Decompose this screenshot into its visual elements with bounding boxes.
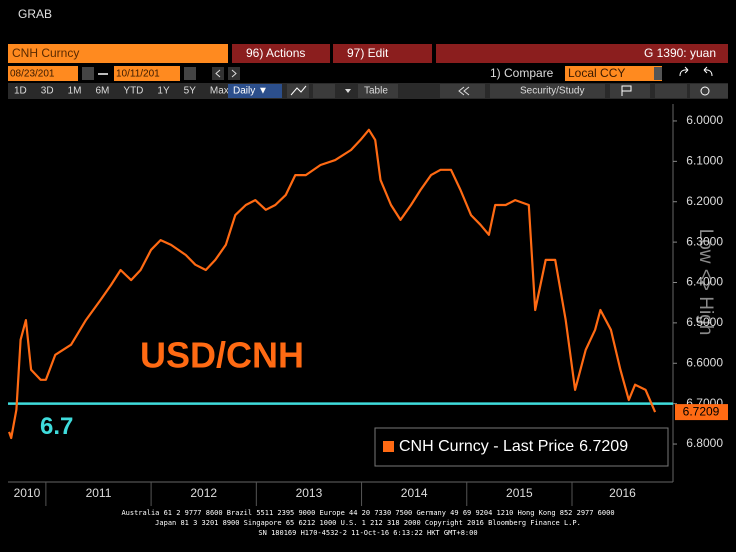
prev-button[interactable] xyxy=(212,67,224,80)
legend-label: CNH Curncy - Last Price xyxy=(399,438,574,455)
date-dash xyxy=(98,73,108,75)
edit-button[interactable] xyxy=(333,44,432,63)
price-line xyxy=(8,128,657,440)
end-date-field[interactable] xyxy=(114,66,180,81)
security-study-button[interactable] xyxy=(490,84,605,98)
line-tool-icon xyxy=(290,85,307,96)
period-button[interactable]: 5Y xyxy=(184,86,197,97)
footer-line: Australia 61 2 9777 8600 Brazil 5511 239… xyxy=(121,509,614,517)
edit-chart-button[interactable] xyxy=(655,84,687,98)
x-tick-label: 2013 xyxy=(296,486,323,500)
actions-button[interactable] xyxy=(232,44,330,63)
table-button[interactable] xyxy=(358,84,398,98)
legend-swatch xyxy=(383,441,394,452)
x-tick-label: 2012 xyxy=(190,486,217,500)
x-tick-label: 2016 xyxy=(609,486,636,500)
last-price-tag xyxy=(675,404,728,421)
flag-icon xyxy=(621,85,632,96)
annotation: USD/CNH xyxy=(140,335,304,376)
calendar-icon[interactable] xyxy=(82,67,94,80)
end-date-text: 10/11/201 xyxy=(116,69,160,80)
undo-icon[interactable] xyxy=(679,66,689,77)
next-arrow xyxy=(231,69,237,78)
settings-icon xyxy=(700,86,710,96)
y-tick-label: 6.1000 xyxy=(686,154,723,168)
period-button[interactable]: Max xyxy=(210,86,229,97)
security-text: CNH Curncy xyxy=(12,46,79,60)
compare-text[interactable]: 1) Compare xyxy=(490,66,554,80)
footer-line: Japan 81 3 3201 8900 Singapore 65 6212 1… xyxy=(155,519,581,527)
period-button[interactable]: 1Y xyxy=(157,86,170,97)
collapse-icon xyxy=(458,86,470,96)
last-price-label: 6.7209 xyxy=(683,404,720,418)
start-date-text: 08/23/201 xyxy=(10,69,55,80)
bar-tool[interactable] xyxy=(313,84,335,98)
window-title: GRAB xyxy=(18,7,52,21)
security-field[interactable] xyxy=(8,44,228,63)
function-text: G 1390: yuan xyxy=(644,46,716,60)
calendar-icon[interactable] xyxy=(184,67,196,80)
y-axis-label: Low <> High xyxy=(695,229,716,336)
x-tick-label: 2014 xyxy=(401,486,428,500)
footer-line: SN 180169 H170-4532-2 11-Oct-16 6:13:22 … xyxy=(258,529,477,537)
y-tick-label: 6.2000 xyxy=(686,194,723,208)
period-button[interactable]: YTD xyxy=(123,86,143,97)
period-button[interactable]: 6M xyxy=(96,86,110,97)
period-button[interactable]: 3D xyxy=(41,86,54,97)
y-tick-label: 6.0000 xyxy=(686,113,723,127)
y-tick-label: 6.3000 xyxy=(686,234,723,248)
next-button[interactable] xyxy=(228,67,240,80)
prev-arrow xyxy=(215,69,221,78)
y-tick-label: 6.8000 xyxy=(686,436,723,450)
currency-field[interactable] xyxy=(565,66,662,81)
function-bar xyxy=(436,44,728,63)
legend-value: 6.7209 xyxy=(579,438,628,455)
y-tick-label: 6.5000 xyxy=(686,315,723,329)
plot-area xyxy=(8,104,673,482)
security-study-text: Security/Study xyxy=(520,86,584,97)
line-tool[interactable] xyxy=(287,84,309,98)
period-button[interactable]: 1D xyxy=(14,86,27,97)
y-tick-label: 6.6000 xyxy=(686,355,723,369)
legend-box xyxy=(374,427,669,467)
collapse-button[interactable] xyxy=(440,84,485,98)
edit-text: 97) Edit xyxy=(347,46,389,60)
start-date-field[interactable] xyxy=(8,66,78,81)
period-button[interactable]: 1M xyxy=(68,86,82,97)
frequency-button[interactable] xyxy=(228,84,282,98)
actions-text: 96) Actions xyxy=(246,46,305,60)
table-text: Table xyxy=(364,86,388,97)
period-buttons: 1D 3D 1M 6M YTD 1Y 5Y Max xyxy=(14,86,229,97)
frequency-text: Daily ▼ xyxy=(233,86,268,97)
x-tick-label: 2015 xyxy=(506,486,533,500)
x-tick-label: 2010 xyxy=(14,486,41,500)
x-tick-label: 2011 xyxy=(86,486,112,500)
footer: Australia 61 2 9777 8600 Brazil 5511 239… xyxy=(121,509,614,537)
currency-text: Local CCY xyxy=(568,66,625,80)
reference-label: 6.7 xyxy=(40,413,73,440)
y-tick-label: 6.4000 xyxy=(686,275,723,289)
redo-icon[interactable] xyxy=(703,66,713,77)
tool-dropdown[interactable] xyxy=(345,89,351,93)
currency-dropdown[interactable] xyxy=(654,67,662,80)
